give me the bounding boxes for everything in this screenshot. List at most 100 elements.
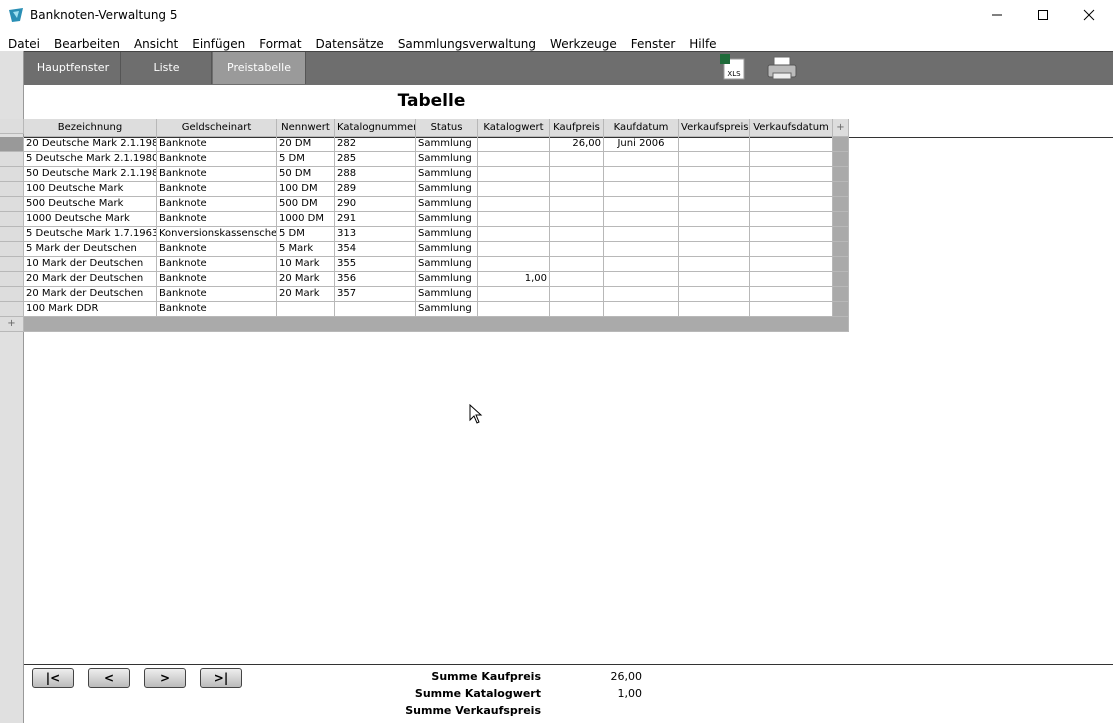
table-cell[interactable]: Banknote [157,302,277,317]
table-cell[interactable]: Banknote [157,137,277,152]
table-cell[interactable] [604,152,679,167]
table-cell[interactable] [604,272,679,287]
table-cell[interactable]: 20 Mark [277,287,335,302]
menu-item[interactable]: Werkzeuge [550,37,617,51]
table-cell[interactable] [750,242,833,257]
menu-item[interactable]: Hilfe [689,37,717,51]
column-header[interactable]: Kaufpreis [550,119,604,137]
table-cell[interactable] [550,167,604,182]
table-cell[interactable] [679,242,750,257]
table-cell[interactable]: 5 Deutsche Mark 1.7.1963 [24,227,157,242]
table-cell[interactable] [750,257,833,272]
table-cell[interactable] [750,137,833,152]
table-cell[interactable] [478,227,550,242]
column-header[interactable]: Bezeichnung [24,119,157,137]
table-cell[interactable] [478,197,550,212]
table-cell[interactable] [550,287,604,302]
table-cell[interactable]: Sammlung [416,242,478,257]
table-cell[interactable] [604,197,679,212]
table-cell[interactable] [750,197,833,212]
table-cell[interactable] [750,212,833,227]
column-header[interactable]: Katalognummer [335,119,416,137]
table-cell[interactable] [679,302,750,317]
column-header[interactable]: Nennwert [277,119,335,137]
table-cell[interactable] [679,182,750,197]
table-cell[interactable] [478,182,550,197]
table-cell[interactable]: Sammlung [416,212,478,227]
table-cell[interactable] [478,212,550,227]
table-cell[interactable]: 290 [335,197,416,212]
table-cell[interactable]: 26,00 [550,137,604,152]
table-cell[interactable]: 5 Mark der Deutschen [24,242,157,257]
table-cell[interactable] [604,227,679,242]
table-cell[interactable]: 291 [335,212,416,227]
column-header[interactable]: Kaufdatum [604,119,679,137]
table-cell[interactable] [750,287,833,302]
menu-item[interactable]: Datensätze [315,37,384,51]
print-icon[interactable] [766,55,798,81]
table-cell[interactable] [550,212,604,227]
table-cell[interactable]: Banknote [157,257,277,272]
table-cell[interactable] [478,152,550,167]
table-cell[interactable] [550,302,604,317]
table-cell[interactable]: 1000 DM [277,212,335,227]
table-cell[interactable] [679,137,750,152]
table-cell[interactable]: 20 Mark der Deutschen [24,272,157,287]
table-cell[interactable]: 355 [335,257,416,272]
table-cell[interactable] [750,227,833,242]
table-cell[interactable]: 285 [335,152,416,167]
table-cell[interactable] [478,302,550,317]
table-cell[interactable] [550,257,604,272]
table-cell[interactable]: 356 [335,272,416,287]
table-cell[interactable]: Sammlung [416,167,478,182]
table-cell[interactable]: 313 [335,227,416,242]
table-cell[interactable]: Konversionskassenschein [157,227,277,242]
menu-item[interactable]: Einfügen [192,37,246,51]
tab[interactable]: Preistabelle [213,52,306,84]
table-cell[interactable]: 357 [335,287,416,302]
table-cell[interactable]: 50 Deutsche Mark 2.1.1980 [24,167,157,182]
table-cell[interactable]: 1000 Deutsche Mark [24,212,157,227]
table-cell[interactable]: 20 Mark der Deutschen [24,287,157,302]
table-cell[interactable]: 500 DM [277,197,335,212]
column-header[interactable]: Katalogwert [478,119,550,137]
table-cell[interactable] [604,287,679,302]
table-cell[interactable]: 5 Mark [277,242,335,257]
table-cell[interactable]: 10 Mark [277,257,335,272]
table-cell[interactable] [750,272,833,287]
menu-item[interactable]: Bearbeiten [54,37,120,51]
table-cell[interactable]: Banknote [157,152,277,167]
table-cell[interactable] [335,302,416,317]
table-cell[interactable] [277,302,335,317]
table-cell[interactable] [679,257,750,272]
nav-button[interactable]: > [144,668,186,688]
column-header[interactable]: Status [416,119,478,137]
nav-button[interactable]: |< [32,668,74,688]
table-cell[interactable] [478,137,550,152]
table-cell[interactable] [679,287,750,302]
table-cell[interactable]: Banknote [157,197,277,212]
column-header[interactable]: Verkaufspreis [679,119,750,137]
table-cell[interactable]: 282 [335,137,416,152]
table-cell[interactable]: 100 Deutsche Mark [24,182,157,197]
table-cell[interactable] [478,287,550,302]
table-cell[interactable] [478,257,550,272]
table-cell[interactable] [604,242,679,257]
table-cell[interactable] [550,152,604,167]
table-cell[interactable] [679,212,750,227]
table-cell[interactable] [550,272,604,287]
table-cell[interactable]: Sammlung [416,182,478,197]
table-cell[interactable]: 10 Mark der Deutschen [24,257,157,272]
table-cell[interactable]: 50 DM [277,167,335,182]
table-cell[interactable] [550,197,604,212]
table-cell[interactable] [550,227,604,242]
table-cell[interactable]: Sammlung [416,227,478,242]
table-cell[interactable] [550,182,604,197]
table-cell[interactable] [679,197,750,212]
table-cell[interactable]: Sammlung [416,287,478,302]
table-cell[interactable]: 500 Deutsche Mark [24,197,157,212]
menu-item[interactable]: Datei [8,37,41,51]
table-cell[interactable] [679,152,750,167]
table-cell[interactable] [604,257,679,272]
menu-item[interactable]: Format [259,37,302,51]
